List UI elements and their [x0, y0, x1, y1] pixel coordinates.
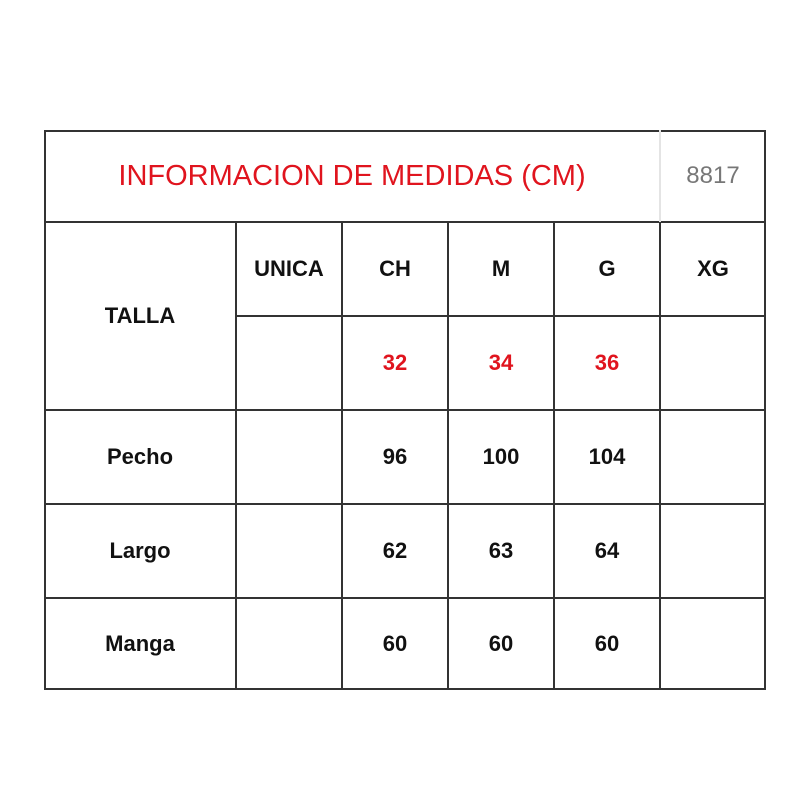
measure-label: Manga	[105, 631, 175, 656]
size-header: M	[491, 256, 511, 281]
measure-value	[660, 410, 766, 504]
size-number: 34	[488, 350, 514, 375]
row-divider	[44, 597, 766, 599]
column-divider	[235, 222, 237, 690]
measure-value: 100	[482, 444, 520, 469]
measure-value: 60	[594, 631, 620, 656]
size-header: XG	[697, 256, 729, 281]
measure-value	[660, 598, 766, 690]
talla-label: TALLA	[104, 303, 176, 328]
measure-value	[236, 598, 342, 690]
table-title: INFORMACION DE MEDIDAS (CM)	[118, 159, 586, 192]
row-divider	[44, 503, 766, 505]
measure-value: 64	[594, 538, 620, 563]
size-header: G	[598, 256, 616, 281]
size-number: 36	[594, 350, 620, 375]
measure-value: 104	[588, 444, 626, 469]
size-number	[236, 316, 342, 410]
column-divider	[447, 222, 449, 690]
size-header: UNICA	[254, 256, 324, 281]
product-code: 8817	[686, 162, 740, 189]
measure-label: Pecho	[106, 444, 174, 469]
column-divider	[659, 222, 661, 690]
size-header: CH	[379, 256, 411, 281]
measure-value: 62	[382, 538, 408, 563]
column-divider	[553, 222, 555, 690]
column-divider	[341, 222, 343, 690]
row-divider	[44, 409, 766, 411]
measure-value	[236, 504, 342, 598]
title-divider	[659, 130, 661, 222]
measure-value: 60	[488, 631, 514, 656]
measure-value: 96	[382, 444, 408, 469]
row-divider	[44, 221, 766, 223]
size-number: 32	[382, 350, 408, 375]
size-number	[660, 316, 766, 410]
measure-label: Largo	[109, 538, 171, 563]
row-divider	[236, 315, 766, 317]
measure-value: 60	[382, 631, 408, 656]
measure-value	[236, 410, 342, 504]
measure-value: 63	[488, 538, 514, 563]
measure-value	[660, 504, 766, 598]
